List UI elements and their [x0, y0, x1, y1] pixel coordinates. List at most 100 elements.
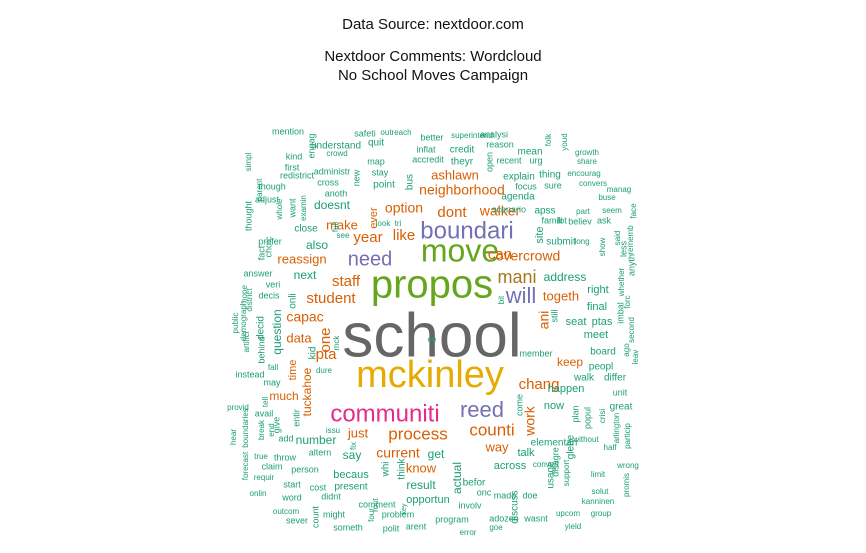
- word-inflat: inflat: [416, 144, 436, 154]
- word-choic: choic: [263, 236, 273, 258]
- word-disagre: disagre: [550, 447, 560, 477]
- word-mani: mani: [497, 267, 536, 287]
- word-simpl: simpl: [244, 152, 253, 171]
- word-one: one: [317, 327, 334, 352]
- word-sever: sever: [286, 515, 308, 525]
- word-provid: provid: [227, 403, 249, 412]
- word-way: way: [484, 439, 509, 454]
- word-number: number: [296, 433, 337, 447]
- word-stay: stay: [372, 167, 389, 177]
- word-adozen: adozen: [489, 513, 519, 523]
- word-mention: mention: [272, 126, 304, 136]
- word-rout: rout: [371, 497, 380, 512]
- word-great: great: [610, 402, 633, 413]
- word-still: still: [549, 310, 559, 323]
- word-encourag: encourag: [567, 169, 600, 178]
- word-can: can: [488, 246, 512, 263]
- word-question: question: [270, 309, 284, 354]
- word-discuss: discuss: [510, 490, 521, 523]
- word-make: make: [326, 217, 358, 232]
- word-get: get: [428, 447, 445, 461]
- word-polit: polit: [383, 523, 400, 533]
- word-quit: quit: [368, 138, 384, 149]
- word-district: district: [245, 288, 254, 312]
- word-doesnt: doesnt: [314, 198, 351, 212]
- word-seat: seat: [566, 316, 587, 328]
- word-anoth: anoth: [325, 188, 348, 198]
- word-cross: cross: [317, 177, 339, 187]
- word-promis: promis: [622, 473, 631, 497]
- word-yield: yield: [565, 522, 581, 531]
- word-ago: ago: [622, 343, 631, 357]
- word-key: key: [401, 503, 408, 514]
- word-ask: ask: [597, 215, 612, 225]
- word-see: see: [337, 231, 350, 240]
- word-didnt: didnt: [321, 491, 341, 501]
- word-togeth: togeth: [543, 288, 579, 303]
- word-come: come: [514, 394, 524, 416]
- word-move: move: [421, 232, 499, 268]
- word-part: part: [576, 207, 591, 216]
- word-year: year: [353, 229, 382, 246]
- word-just: just: [347, 425, 369, 440]
- word-particip: particip: [623, 423, 632, 449]
- word-forecast: forecast: [241, 451, 250, 480]
- word-scenario: scenario: [492, 204, 526, 214]
- word-present: present: [334, 482, 368, 493]
- word-boundari: boundari: [420, 217, 513, 244]
- word-know: know: [406, 460, 437, 475]
- word-error: error: [460, 528, 477, 537]
- word-requir: requir: [254, 473, 275, 482]
- word-propos: propos: [371, 263, 493, 307]
- word-urg: urg: [529, 155, 542, 165]
- word-altern: altern: [309, 447, 332, 457]
- word-full: full: [331, 222, 340, 232]
- word-submit: submit: [546, 237, 576, 248]
- word-need: need: [348, 248, 393, 270]
- word-growth: growth: [575, 148, 599, 157]
- word-support: support: [562, 459, 571, 486]
- word-word: word: [281, 492, 302, 502]
- word-reason: reason: [486, 139, 514, 149]
- word-artifici: artifici: [242, 331, 251, 352]
- chart-title-line-2: No School Moves Campaign: [337, 67, 529, 84]
- word-opportun: opportun: [406, 494, 449, 506]
- word-open: open: [484, 152, 494, 172]
- word-staff: staff: [332, 273, 361, 290]
- word-comment: comment: [358, 499, 396, 509]
- word-program: program: [435, 514, 469, 524]
- word-counti: counti: [469, 420, 514, 439]
- word-option: option: [385, 200, 423, 216]
- word-anyth: anyth: [626, 254, 636, 276]
- word-actual: actual: [450, 462, 464, 494]
- word-first: first: [285, 162, 300, 172]
- word-entir: entir: [291, 409, 301, 427]
- word-address: address: [544, 270, 587, 284]
- word-second: second: [627, 317, 636, 343]
- word-count: count: [310, 505, 320, 528]
- word-ani: ani: [536, 311, 552, 330]
- word-student: student: [306, 290, 356, 307]
- word-kind: kind: [286, 151, 303, 161]
- word-board: board: [590, 347, 616, 358]
- chart-title-line-1: Nextdoor Comments: Wordcloud: [324, 48, 542, 65]
- word-will: will: [505, 283, 537, 308]
- word-demograph: demograph: [239, 301, 248, 341]
- word-true: true: [254, 452, 268, 461]
- word-made: made: [494, 490, 517, 500]
- word-across: across: [494, 460, 527, 472]
- word-bit: bit: [497, 295, 506, 304]
- word-may: may: [263, 377, 281, 387]
- word-data: data: [286, 330, 312, 345]
- word-result: result: [406, 478, 436, 492]
- word-solut: solut: [592, 487, 610, 496]
- word-decis: decis: [258, 290, 280, 300]
- word-tuckahoe: tuckahoe: [300, 367, 314, 416]
- word-limit: limit: [591, 470, 606, 479]
- word-onc: onc: [477, 487, 492, 497]
- word-less: less: [618, 241, 628, 258]
- word-end: end: [267, 423, 276, 436]
- word-four: four: [367, 508, 376, 522]
- word-meet: meet: [584, 329, 608, 341]
